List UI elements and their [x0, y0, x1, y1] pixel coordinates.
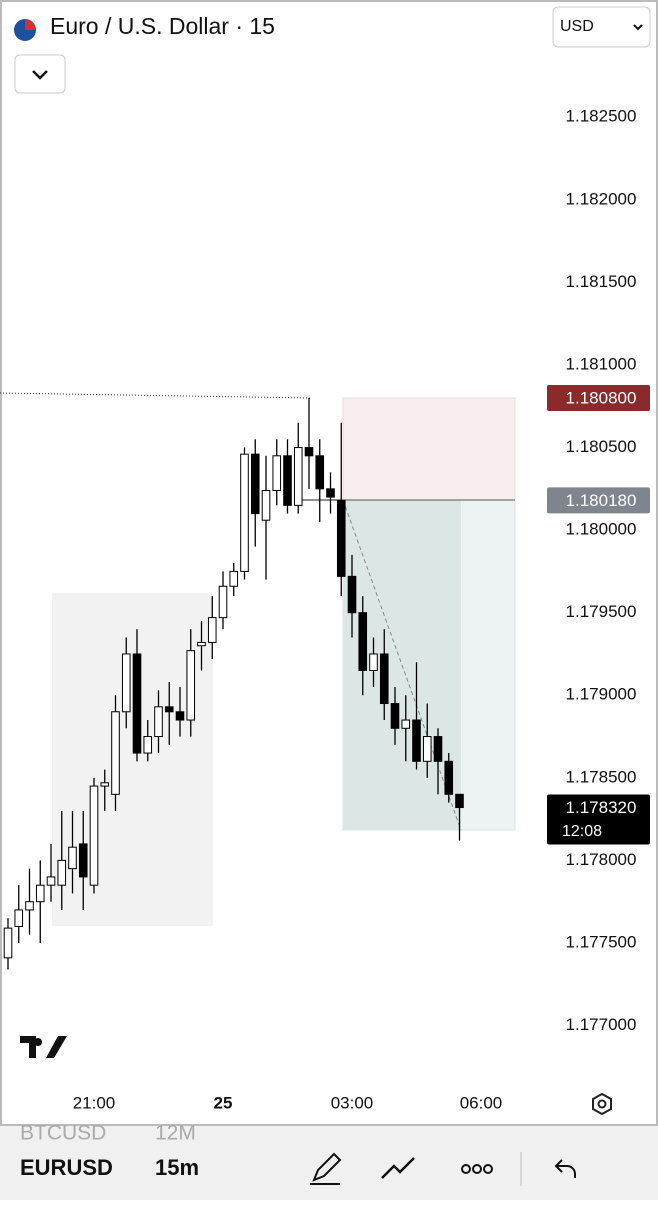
candle-body	[68, 846, 77, 870]
y-tick-label: 1.181000	[566, 354, 637, 373]
frame	[0, 0, 658, 1126]
candle-body	[455, 793, 464, 809]
interval: 12M	[155, 1122, 196, 1145]
y-tick-label: 1.181500	[566, 272, 637, 291]
candle-body	[25, 901, 34, 911]
flag-icon	[25, 19, 36, 30]
x-tick-label: 21:00	[73, 1093, 116, 1112]
x-tick-label: 03:00	[331, 1093, 374, 1112]
candle-body	[369, 653, 378, 671]
candle-body	[186, 650, 196, 721]
candle-body	[207, 617, 217, 643]
candle-body	[422, 736, 432, 762]
candle-body	[35, 884, 45, 903]
candle-body	[164, 706, 174, 713]
y-tick-label: 1.178000	[566, 850, 637, 869]
more-button[interactable]	[461, 1164, 493, 1174]
y-tick-label: 1.182500	[566, 107, 637, 126]
currency-select[interactable]	[552, 6, 651, 48]
candle-body	[390, 703, 400, 729]
draw-button[interactable]	[310, 1152, 342, 1185]
candle-body	[272, 455, 282, 491]
price-tag	[547, 384, 650, 411]
candle-body	[143, 736, 153, 754]
candle-body	[57, 859, 67, 886]
price-tag	[547, 487, 650, 514]
settings-button[interactable]	[592, 1092, 612, 1116]
countdown: 12:08	[562, 823, 602, 840]
candle-body	[121, 653, 131, 713]
price-tag-label: 1.180800	[566, 388, 637, 407]
candle-body	[293, 447, 303, 506]
candle-body	[304, 447, 314, 457]
candle-body	[250, 453, 260, 515]
y-tick-label: 1.177500	[566, 932, 637, 951]
y-tick-label: 1.180000	[566, 520, 637, 539]
candle-body	[154, 706, 163, 738]
candle-body	[175, 711, 185, 721]
price-tag	[547, 794, 650, 845]
price-tag-label: 1.178320	[566, 798, 637, 817]
candle-body	[46, 876, 56, 886]
stop-zone	[342, 397, 516, 501]
x-tick-label: 25	[214, 1093, 233, 1112]
logo	[20, 1036, 67, 1058]
y-tick-label: 1.180500	[566, 437, 637, 456]
candle-body	[14, 909, 24, 927]
y-tick-label: 1.179000	[566, 685, 637, 704]
y-tick-label: 1.177000	[566, 1015, 637, 1034]
candle-body	[401, 719, 411, 729]
line-tool-button[interactable]	[381, 1157, 415, 1179]
candle-body	[218, 585, 228, 619]
y-tick-label: 1.182000	[566, 189, 637, 208]
trend-path	[342, 499, 462, 831]
symbol[interactable]: EURUSD	[20, 1155, 113, 1180]
candle-body	[336, 499, 346, 577]
undo-button[interactable]	[554, 1159, 576, 1178]
symbol-title: Euro / U.S. Dollar · 15	[50, 13, 275, 39]
range-box	[52, 593, 213, 926]
candle-body	[379, 653, 389, 705]
toolbar	[0, 1126, 658, 1200]
candle-body	[229, 570, 239, 587]
candle-body	[78, 843, 88, 878]
currency-label: USD	[560, 18, 594, 35]
chevron	[633, 24, 643, 31]
candle-body	[132, 653, 142, 754]
candle-body	[283, 455, 292, 506]
candle-body	[197, 641, 206, 647]
plot: 1.177000 1.177500 1.178000 1.178500 1.179000…	[3, 107, 650, 1112]
candle-body	[347, 575, 357, 614]
candle-body	[326, 488, 335, 498]
candle-body	[358, 612, 368, 671]
candle-body	[261, 489, 271, 521]
symbol: BTCUSD	[20, 1122, 106, 1145]
y-tick-label: 1.178500	[566, 767, 637, 786]
interval[interactable]: 15m	[155, 1155, 199, 1180]
candle-body	[89, 785, 99, 886]
settings-icon	[597, 1099, 607, 1109]
x-tick-label: 06:00	[460, 1093, 503, 1112]
candle-body	[111, 711, 120, 795]
candle-body	[240, 453, 249, 572]
candle-body	[100, 782, 110, 787]
candle-body	[3, 927, 13, 959]
candle-body	[444, 760, 454, 795]
y-tick-label: 1.179500	[566, 602, 637, 621]
chevron	[32, 70, 48, 80]
candle-body	[412, 719, 421, 762]
price-tag-label: 1.180180	[566, 491, 637, 510]
collapse-button[interactable]	[14, 54, 66, 94]
candle-body	[315, 455, 325, 490]
candle-body	[433, 736, 443, 762]
high-line	[0, 392, 311, 399]
